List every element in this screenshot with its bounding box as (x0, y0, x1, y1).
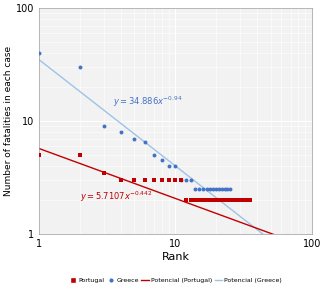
Point (217, 187, 222, 191)
Point (132, 178, 137, 182)
Point (245, 198, 251, 203)
Point (119, 130, 124, 134)
Point (211, 187, 216, 191)
Point (222, 198, 227, 203)
X-axis label: Rank: Rank (162, 252, 189, 262)
Point (229, 198, 235, 203)
Point (227, 198, 232, 203)
Point (204, 198, 209, 203)
Point (143, 178, 148, 182)
Point (225, 198, 230, 203)
Point (132, 136, 137, 141)
Point (247, 198, 252, 203)
Point (241, 198, 247, 203)
Point (178, 178, 184, 182)
Point (78, 153, 83, 158)
Point (102, 124, 107, 129)
Point (193, 198, 198, 203)
Point (232, 198, 237, 203)
Point (37, 51, 42, 56)
Point (143, 140, 148, 145)
Point (184, 198, 189, 203)
Point (211, 198, 216, 203)
Point (102, 170, 107, 175)
Legend: Portugal, Greece, Potencial (Portugal), Potencial (Greece): Portugal, Greece, Potencial (Portugal), … (69, 278, 282, 283)
Point (217, 198, 222, 203)
Point (160, 178, 165, 182)
Point (37, 153, 42, 158)
Point (197, 187, 202, 191)
Point (222, 187, 227, 191)
Point (167, 164, 172, 168)
Point (240, 198, 245, 203)
Point (167, 178, 172, 182)
Point (219, 187, 225, 191)
Point (188, 198, 193, 203)
Point (78, 65, 83, 70)
Point (160, 158, 165, 163)
Point (193, 187, 198, 191)
Point (152, 153, 157, 158)
Point (201, 187, 206, 191)
Point (173, 178, 178, 182)
Point (214, 187, 219, 191)
Point (214, 198, 219, 203)
Point (225, 187, 230, 191)
Text: $y = 34.886x^{-0.94}$: $y = 34.886x^{-0.94}$ (113, 94, 183, 109)
Point (178, 178, 184, 182)
Point (204, 187, 209, 191)
Y-axis label: Number of fatalities in each case: Number of fatalities in each case (4, 46, 13, 196)
Point (238, 198, 243, 203)
Text: $y = 5.7107x^{-0.442}$: $y = 5.7107x^{-0.442}$ (80, 190, 153, 204)
Point (197, 198, 202, 203)
Point (243, 198, 249, 203)
Point (208, 198, 213, 203)
Point (234, 198, 239, 203)
Point (152, 178, 157, 182)
Point (219, 198, 225, 203)
Point (201, 198, 206, 203)
Point (227, 187, 232, 191)
Point (119, 178, 124, 182)
Point (236, 198, 241, 203)
Point (173, 164, 178, 168)
Point (188, 178, 193, 182)
Point (208, 187, 213, 191)
Point (184, 178, 189, 182)
